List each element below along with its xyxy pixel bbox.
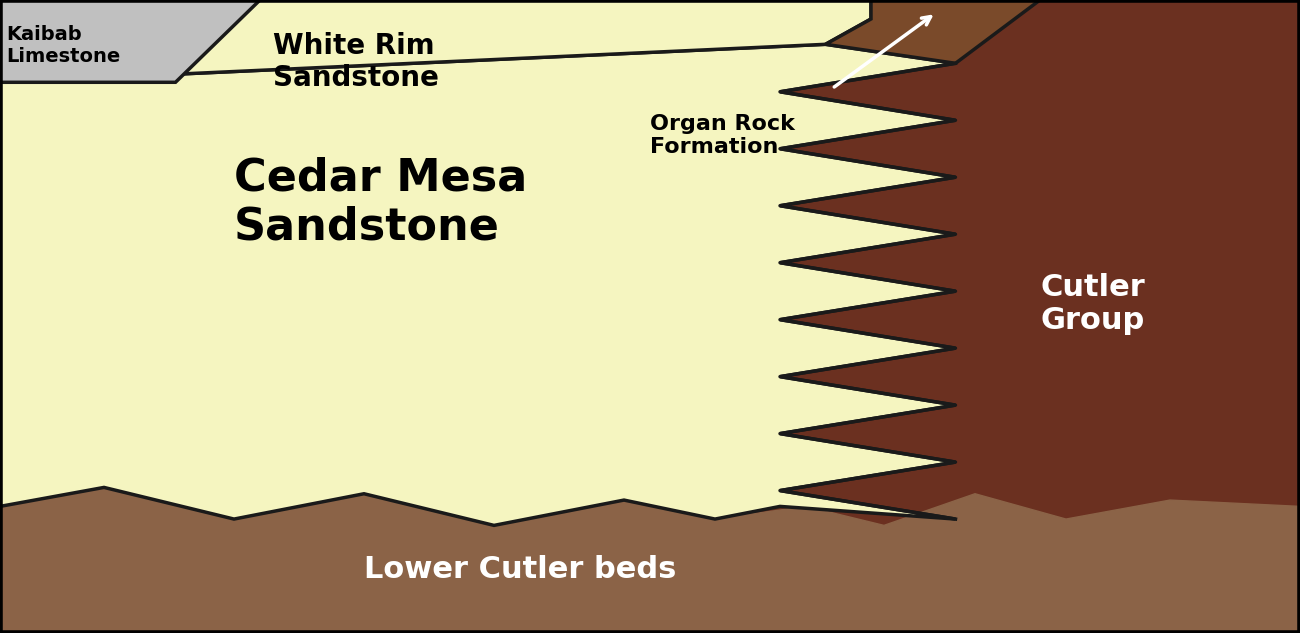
Polygon shape — [826, 0, 1040, 63]
Polygon shape — [0, 0, 871, 82]
Polygon shape — [0, 487, 1300, 633]
Text: Organ Rock
Formation: Organ Rock Formation — [650, 114, 794, 157]
Polygon shape — [0, 0, 260, 82]
Text: Cutler
Group: Cutler Group — [1040, 273, 1145, 335]
Polygon shape — [0, 44, 956, 525]
Text: White Rim
Sandstone: White Rim Sandstone — [273, 32, 439, 92]
Text: Lower Cutler beds: Lower Cutler beds — [364, 555, 676, 584]
Text: Kaibab
Limestone: Kaibab Limestone — [6, 25, 121, 66]
Text: Cedar Mesa
Sandstone: Cedar Mesa Sandstone — [234, 156, 528, 249]
